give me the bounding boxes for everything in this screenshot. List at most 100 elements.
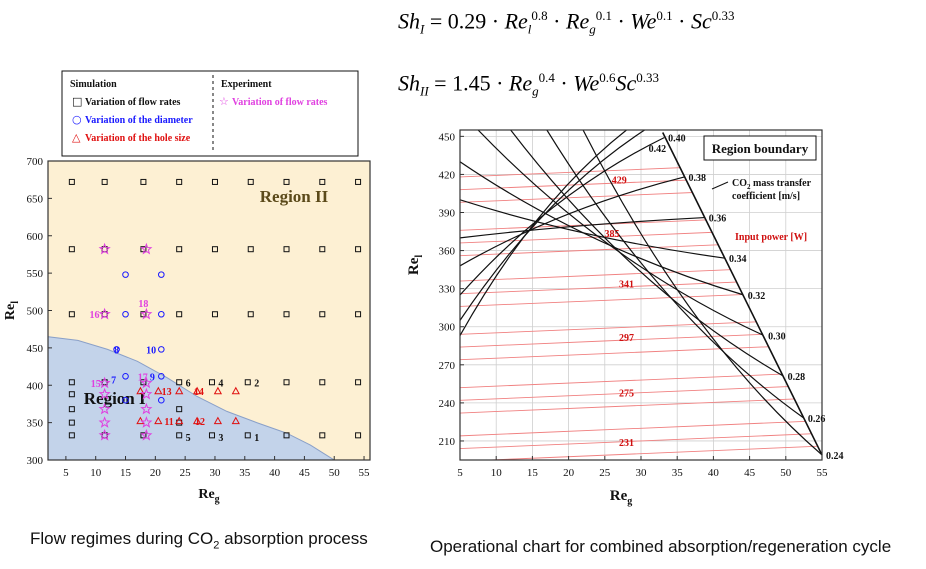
point-exp <box>98 376 111 389</box>
mass-transfer-line <box>582 130 823 456</box>
power-line <box>460 371 823 389</box>
point-sim_flow <box>101 178 108 185</box>
legend-label-sim_flow: Variation of flow rates <box>85 97 181 108</box>
power-label: 297 <box>619 333 634 344</box>
point-label: 7 <box>111 375 116 386</box>
power-label: 429 <box>612 176 627 187</box>
point-sim_flow <box>176 406 183 413</box>
eq2-t3-sup: 0.33 <box>636 70 660 85</box>
region-boundary-line <box>662 132 823 456</box>
legend-symbol-exp: ☆ <box>219 95 229 108</box>
point-label: 9 <box>150 372 155 383</box>
point-sim_flow <box>176 246 183 253</box>
point-sim_flow <box>283 178 290 185</box>
point-sim_diam <box>122 372 129 380</box>
mass-transfer-line <box>460 176 685 267</box>
y-tick-label: 390 <box>439 208 456 220</box>
point-sim_flow <box>68 178 75 185</box>
mass-transfer-line <box>477 130 765 337</box>
point-sim_flow <box>68 419 75 426</box>
k-label: 0.26 <box>808 414 826 425</box>
k-label: 0.40 <box>668 134 686 145</box>
point-sim_diam <box>157 271 165 278</box>
point-sim_hole <box>213 386 223 395</box>
point-sim_flow <box>283 311 290 318</box>
legend-box <box>61 70 359 157</box>
y-tick-label: 550 <box>27 268 44 280</box>
eq2-lhs-sub: II <box>420 83 429 99</box>
power-line <box>460 344 823 361</box>
eq1-t4-sup: 0.33 <box>711 8 735 23</box>
k-title-sub: 2 <box>747 183 751 191</box>
point-sim_flow <box>319 432 326 439</box>
k-title-line2: coefficient [m/s] <box>732 191 800 202</box>
point-sim_flow <box>208 432 215 439</box>
point-sim_diam <box>122 310 129 318</box>
point-sim_flow <box>355 432 362 439</box>
k-label: 0.30 <box>768 332 786 343</box>
eq1-t2-sup: 0.1 <box>595 8 612 23</box>
k-label: 0.38 <box>688 173 706 184</box>
point-exp <box>98 402 111 415</box>
caption-left: Flow regimes during CO2 absorption proce… <box>30 529 368 551</box>
point-sim_flow <box>68 406 75 413</box>
point-exp <box>140 376 153 389</box>
eq1-t2: Re <box>566 8 590 34</box>
point-label: 17 <box>138 372 148 383</box>
y-tick-label: 300 <box>439 322 456 334</box>
legend-symbol-sim_flow: □ <box>72 95 82 108</box>
region-2-label: Region II <box>260 187 329 206</box>
point-sim_diam <box>157 346 165 353</box>
x-tick-label: 30 <box>636 467 648 479</box>
mass-transfer-line <box>460 161 744 296</box>
k-label: 0.28 <box>788 372 806 383</box>
power-title: Input power [W] <box>735 232 807 243</box>
power-line <box>460 384 823 401</box>
y-axis-label-sub: l <box>10 301 21 304</box>
point-sim_hole <box>213 416 223 425</box>
point-label: 16 <box>90 310 100 321</box>
point-sim_flow <box>140 379 147 386</box>
point-sim_flow <box>355 246 362 253</box>
y-tick-label: 350 <box>27 418 44 430</box>
x-tick-label: 25 <box>180 467 192 479</box>
point-sim_flow <box>68 391 75 398</box>
point-exp <box>140 387 153 400</box>
point-exp <box>140 416 153 428</box>
point-sim_flow <box>283 432 290 439</box>
power-label: 231 <box>619 438 634 449</box>
x-tick-label: 45 <box>744 467 756 479</box>
y-tick-label: 500 <box>27 306 44 318</box>
point-sim_diam <box>122 271 129 278</box>
x-tick-label: 30 <box>209 467 221 479</box>
eq1-t4: Sc <box>690 8 712 34</box>
legend-title-experiment: Experiment <box>221 79 272 90</box>
point-sim_flow <box>68 432 75 439</box>
point-label: 14 <box>194 387 204 398</box>
eq2-t1-sub: g <box>532 83 539 99</box>
point-sim_flow <box>355 311 362 318</box>
point-sim_hole <box>231 416 240 425</box>
point-label: 5 <box>186 433 191 444</box>
eq1-coef: = 0.29 <box>424 8 487 34</box>
point-sim_hole <box>175 386 184 395</box>
point-sim_flow <box>208 379 215 386</box>
point-exp <box>98 428 111 441</box>
point-label: 11 <box>164 417 173 428</box>
point-sim_flow <box>176 178 183 185</box>
eq1-lhs: Sh <box>398 8 420 34</box>
eq2-lhs: Sh <box>398 70 420 96</box>
y-tick-label: 270 <box>439 360 456 372</box>
region-boundary-box <box>703 135 817 161</box>
eq2-t3: Sc <box>615 70 637 96</box>
point-label: 12 <box>195 417 205 428</box>
point-sim_diam <box>122 396 129 404</box>
point-sim_flow <box>211 178 218 185</box>
point-sim_flow <box>68 246 75 253</box>
caption-left-pre: Flow regimes during CO <box>30 529 214 548</box>
point-sim_diam <box>157 310 165 318</box>
point-exp <box>140 307 153 320</box>
point-sim_flow <box>176 432 183 439</box>
x-tick-label: 15 <box>527 467 539 479</box>
